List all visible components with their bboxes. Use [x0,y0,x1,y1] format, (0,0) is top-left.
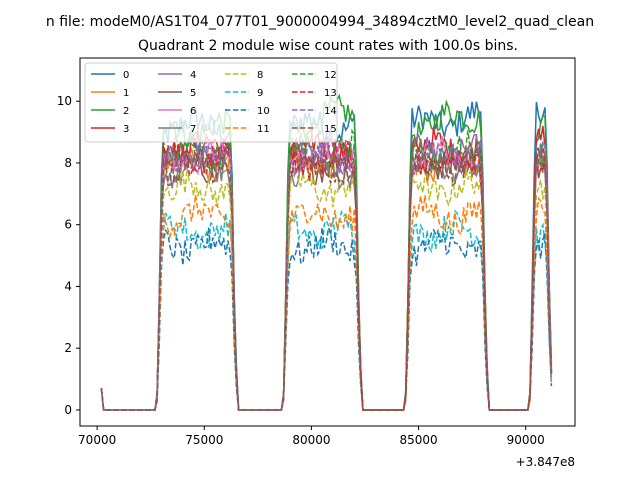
series-line-4 [100,133,553,411]
x-tick-label: 85000 [399,433,437,447]
series-line-8 [100,167,553,411]
legend-label-6: 6 [190,106,196,117]
legend-label-9: 9 [257,88,263,99]
y-tick-label: 4 [64,279,72,293]
series-line-12 [100,128,553,411]
series-line-15 [100,147,553,411]
legend-label-13: 13 [324,88,337,99]
series-line-7 [100,146,553,411]
series-line-13 [100,139,553,411]
y-tick-label: 2 [64,341,72,355]
legend-label-10: 10 [257,106,270,117]
legend-label-3: 3 [123,124,129,135]
x-tick-label: 75000 [185,433,223,447]
legend-label-15: 15 [324,124,337,135]
series-line-11 [100,194,553,411]
legend-label-11: 11 [257,124,270,135]
legend-label-12: 12 [324,70,337,81]
x-tick-label: 80000 [292,433,330,447]
series-line-14 [100,137,553,411]
x-offset-label: +3.847e8 [516,455,575,469]
legend-label-4: 4 [190,70,196,81]
plot-area: 70000 75000 80000 85000 90000024681001234567… [57,57,576,447]
series-line-9 [100,209,553,411]
chart-suptitle: n file: modeM0/AS1T04_077T01_9000004994_… [46,14,594,30]
y-tick-label: 0 [64,403,72,417]
legend-label-2: 2 [123,106,129,117]
legend-label-8: 8 [257,70,263,81]
y-tick-label: 10 [57,94,72,108]
x-tick-label: 70000 [78,433,116,447]
series-lines [100,93,553,411]
legend-label-14: 14 [324,106,337,117]
chart-title: Quadrant 2 module wise count rates with … [138,38,518,54]
legend-label-1: 1 [123,88,129,99]
axes-frame [79,57,576,427]
y-tick-label: 8 [64,156,72,170]
legend-box [84,62,338,143]
y-tick-label: 6 [64,218,72,232]
legend-label-7: 7 [190,124,196,135]
legend-label-0: 0 [123,70,129,81]
x-tick-label: 90000 [507,433,545,447]
legend-label-5: 5 [190,88,196,99]
series-line-10 [100,225,553,411]
